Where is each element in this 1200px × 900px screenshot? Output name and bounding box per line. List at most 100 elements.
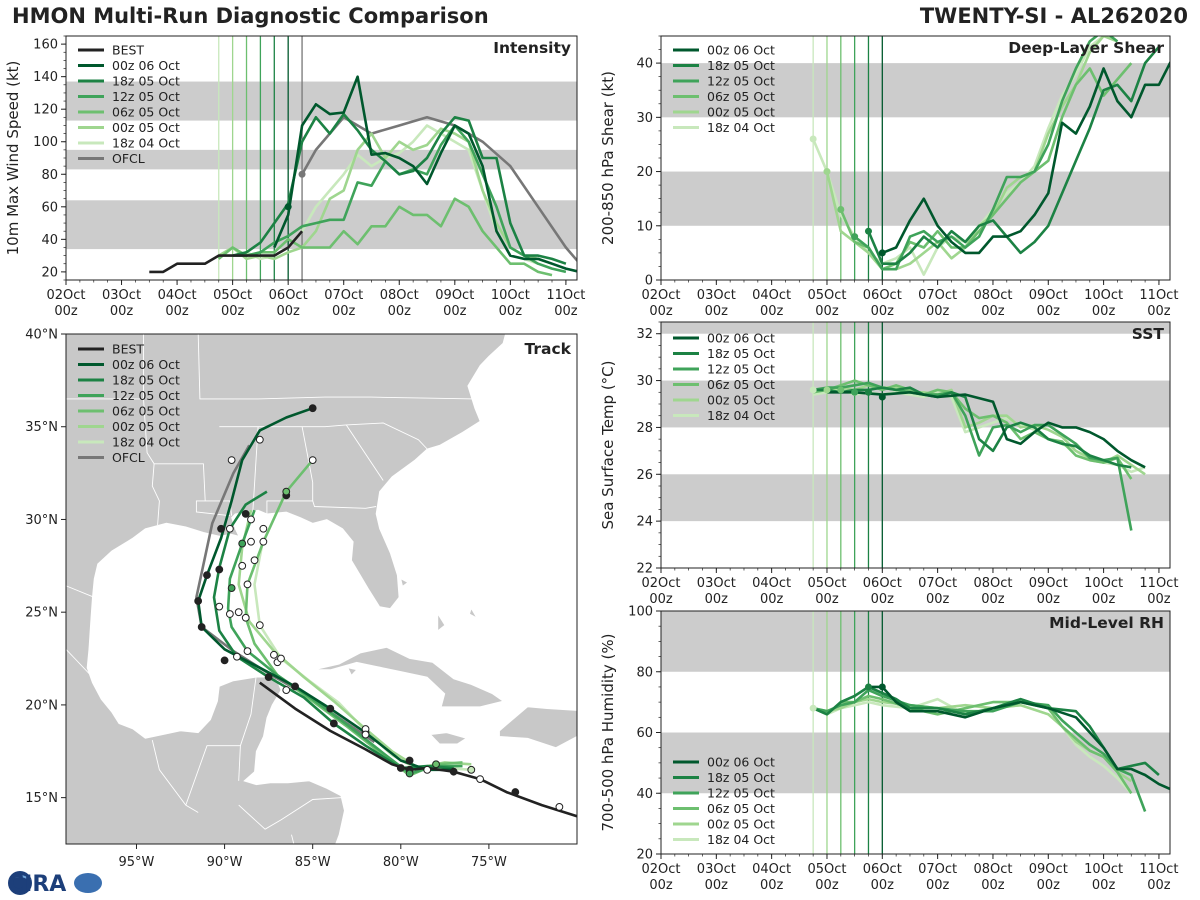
border-line [143,334,233,516]
series-line-00z-06-oct [868,685,1170,791]
x-tick-sublabel: 00z [1037,878,1061,893]
series-line-00z-06-oct [827,390,1146,469]
lon-tick-label: 80°W [383,855,419,870]
x-tick-sublabel: 00z [760,878,784,893]
track-point-12z-05-oct [282,686,291,694]
x-tick-label: 10Oct [1084,576,1123,591]
x-tick-label: 02Oct [641,576,680,591]
shaded-band [661,732,1170,794]
track-point-00z-06-oct [308,404,317,413]
x-tick-sublabel: 00z [705,304,729,319]
x-tick-sublabel: 00z [926,592,950,607]
panel-rh: 2040608010002Oct00z03Oct00z04Oct00z05Oct… [599,605,1178,894]
legend-label-18z-04-oct: 18z 04 Oct [112,435,180,450]
legend-label-12z-05-oct: 12z 05 Oct [112,388,180,403]
track-point-12z-05-oct [227,584,236,592]
track-point-00z-06-oct [217,524,225,533]
track-point-12z-05-oct [405,769,414,778]
x-tick-sublabel: 00z [649,304,673,319]
border-line [238,797,343,830]
y-axis-label: 700-500 hPa Humidity (%) [599,633,617,831]
panel-shear: 01020304002Oct00z03Oct00z04Oct00z05Oct00… [599,35,1178,319]
x-tick-label: 08Oct [973,862,1012,877]
track-point-best [511,788,520,796]
x-tick-label: 08Oct [973,576,1012,591]
track-point-00z-06-oct [291,682,299,691]
init-marker-00z-05-oct [823,168,831,176]
track-point-18z-04-oct [250,556,259,565]
x-tick-sublabel: 00z [388,304,412,319]
border-line [185,745,241,806]
legend-label-00z-05-oct: 00z 05 Oct [707,817,775,832]
series-line-12z-05-oct [812,688,1147,812]
legend-label-12z-05-oct: 12z 05 Oct [707,786,775,801]
legend-label-18z-05-oct: 18z 05 Oct [707,58,775,73]
x-tick-label: 11Oct [1139,288,1178,303]
y-tick-label: 24 [636,515,653,530]
legend-label-12z-05-oct: 12z 05 Oct [707,74,775,89]
y-tick-label: 32 [636,327,653,342]
x-tick-label: 02Oct [641,862,680,877]
legend-label-06z-05-oct: 06z 05 Oct [112,105,180,120]
shaded-band [661,322,1170,334]
x-tick-label: 05Oct [807,576,846,591]
y-tick-label: 40 [41,233,58,248]
x-tick-sublabel: 00z [871,304,895,319]
y-tick-label: 40 [636,787,653,802]
init-marker-18z-04-oct [809,386,817,394]
x-tick-sublabel: 00z [332,304,356,319]
y-tick-label: 60 [636,726,653,741]
x-tick-sublabel: 00z [165,304,189,319]
x-tick-label: 02Oct [46,288,85,303]
track-point-18z-04-oct [255,621,264,630]
track-point-06z-05-oct [432,760,440,769]
lon-tick-label: 75°W [471,855,507,870]
init-marker-00z-05-oct [823,386,831,394]
y-tick-label: 20 [636,848,653,863]
shaded-band [661,611,1170,672]
panel-title: Mid-Level RH [1049,614,1164,632]
track-point-06z-05-oct [243,580,252,589]
legend-label-18z-05-oct: 18z 05 Oct [112,373,180,388]
track-point-18z-05-oct [233,652,241,661]
track-point-12z-05-oct [225,610,234,618]
x-tick-label: 06Oct [863,862,902,877]
y-tick-label: 28 [636,421,653,436]
shaded-band [661,380,1170,428]
y-tick-label: 160 [33,38,58,53]
land-isla-juventud [347,667,358,676]
track-point-best [449,767,458,776]
init-marker-12z-05-oct [851,233,859,241]
x-tick-sublabel: 00z [1092,304,1116,319]
x-tick-sublabel: 00z [981,304,1005,319]
legend-label-06z-05-oct: 06z 05 Oct [707,801,775,816]
init-marker-00z-06-oct [284,203,292,211]
logo-wave-icon [74,873,102,893]
legend-label-18z-04-oct: 18z 04 Oct [707,120,775,135]
init-marker-06z-05-oct [837,386,845,394]
y-tick-label: 26 [636,468,653,483]
init-marker-00z-06-oct [878,683,886,691]
x-tick-label: 09Oct [1029,288,1068,303]
land-cuba [314,646,504,708]
legend-label-00z-06-oct: 00z 06 Oct [707,331,775,346]
track-point-00z-06-oct [220,656,229,665]
x-tick-label: 11Oct [1139,576,1178,591]
y-tick-label: 10 [636,219,653,234]
y-tick-label: 100 [33,135,58,150]
x-tick-sublabel: 00z [815,592,839,607]
logo-text: CIRA [8,872,66,897]
x-tick-label: 07Oct [918,862,957,877]
x-tick-label: 03Oct [697,288,736,303]
x-tick-sublabel: 00z [554,304,578,319]
y-tick-label: 80 [636,665,653,680]
land-hispaniola [499,706,577,749]
track-point-18z-04-oct [259,524,268,533]
x-tick-label: 02Oct [641,288,680,303]
x-tick-label: 10Oct [1084,862,1123,877]
track-point-12z-05-oct [243,647,252,656]
x-tick-sublabel: 00z [1092,878,1116,893]
x-tick-sublabel: 00z [443,304,467,319]
x-tick-label: 10Oct [1084,288,1123,303]
